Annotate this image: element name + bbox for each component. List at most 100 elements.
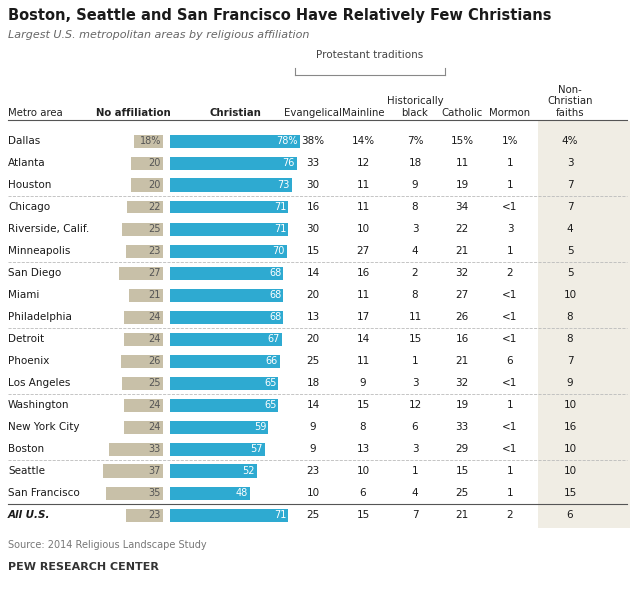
Text: 1: 1 <box>507 400 513 410</box>
Text: Los Angeles: Los Angeles <box>8 378 70 388</box>
Text: 32: 32 <box>455 268 469 278</box>
Bar <box>170 508 288 521</box>
Bar <box>106 487 163 499</box>
Text: 26: 26 <box>149 356 161 366</box>
Text: 1: 1 <box>411 466 418 476</box>
Text: 8: 8 <box>566 334 573 344</box>
Bar <box>170 376 278 389</box>
Bar <box>123 223 163 236</box>
Text: Largest U.S. metropolitan areas by religious affiliation: Largest U.S. metropolitan areas by relig… <box>8 30 309 40</box>
Text: 38%: 38% <box>302 136 324 146</box>
Text: 25: 25 <box>306 510 319 520</box>
Text: 24: 24 <box>149 334 161 344</box>
Text: 14: 14 <box>356 334 370 344</box>
Text: 19: 19 <box>455 400 469 410</box>
Text: 10: 10 <box>563 466 577 476</box>
Text: 4: 4 <box>411 488 418 498</box>
Text: Chicago: Chicago <box>8 202 50 212</box>
Text: 14%: 14% <box>351 136 375 146</box>
Text: Atlanta: Atlanta <box>8 158 46 168</box>
Text: Christian: Christian <box>209 108 261 118</box>
Bar <box>170 266 283 280</box>
Text: Miami: Miami <box>8 290 39 300</box>
Text: 71: 71 <box>274 202 286 212</box>
Bar <box>131 157 163 170</box>
Text: Boston, Seattle and San Francisco Have Relatively Few Christians: Boston, Seattle and San Francisco Have R… <box>8 8 552 23</box>
Bar <box>170 333 282 346</box>
Text: 10: 10 <box>563 400 577 410</box>
Bar <box>170 399 278 412</box>
Bar <box>538 121 630 528</box>
Text: 6: 6 <box>566 510 573 520</box>
Text: 71: 71 <box>274 224 286 234</box>
Text: 1: 1 <box>507 180 513 190</box>
Text: 9: 9 <box>359 378 366 388</box>
Text: 30: 30 <box>307 224 319 234</box>
Text: 15: 15 <box>408 334 422 344</box>
Bar <box>124 333 163 346</box>
Bar <box>126 244 163 257</box>
Text: 15: 15 <box>455 466 469 476</box>
Text: 27: 27 <box>356 246 370 256</box>
Text: 4: 4 <box>566 224 573 234</box>
Text: 1: 1 <box>507 466 513 476</box>
Text: 14: 14 <box>306 400 319 410</box>
Text: PEW RESEARCH CENTER: PEW RESEARCH CENTER <box>8 562 159 572</box>
Text: Catholic: Catholic <box>441 108 483 118</box>
Text: <1: <1 <box>502 444 518 454</box>
Bar <box>170 244 286 257</box>
Text: 18: 18 <box>408 158 422 168</box>
Text: 67: 67 <box>267 334 279 344</box>
Text: 3: 3 <box>411 378 418 388</box>
Text: 10: 10 <box>307 488 319 498</box>
Text: San Francisco: San Francisco <box>8 488 80 498</box>
Text: 10: 10 <box>356 466 370 476</box>
Text: 11: 11 <box>356 356 370 366</box>
Text: 7: 7 <box>566 180 573 190</box>
Text: 7: 7 <box>411 510 418 520</box>
Bar <box>170 421 269 434</box>
Text: 9: 9 <box>411 180 418 190</box>
Text: 1: 1 <box>507 488 513 498</box>
Text: <1: <1 <box>502 378 518 388</box>
Text: 1: 1 <box>507 246 513 256</box>
Text: 13: 13 <box>356 444 370 454</box>
Bar <box>131 178 163 191</box>
Text: 9: 9 <box>310 444 316 454</box>
Text: 76: 76 <box>283 158 295 168</box>
Text: San Diego: San Diego <box>8 268 61 278</box>
Text: Riverside, Calif.: Riverside, Calif. <box>8 224 90 234</box>
Text: 16: 16 <box>563 422 577 432</box>
Text: 5: 5 <box>566 268 573 278</box>
Bar <box>170 465 257 478</box>
Text: 65: 65 <box>264 400 276 410</box>
Text: 3: 3 <box>566 158 573 168</box>
Text: 9: 9 <box>310 422 316 432</box>
Bar <box>109 442 163 455</box>
Text: <1: <1 <box>502 422 518 432</box>
Text: 10: 10 <box>563 444 577 454</box>
Bar <box>126 508 163 521</box>
Text: 26: 26 <box>455 312 469 322</box>
Text: 18: 18 <box>306 378 319 388</box>
Text: Seattle: Seattle <box>8 466 45 476</box>
Text: Protestant traditions: Protestant traditions <box>316 50 424 60</box>
Text: 25: 25 <box>149 224 161 234</box>
Text: 52: 52 <box>242 466 255 476</box>
Text: 15: 15 <box>356 400 370 410</box>
Text: 1: 1 <box>507 158 513 168</box>
Text: 13: 13 <box>306 312 319 322</box>
Text: 78%: 78% <box>276 136 298 146</box>
Text: 3: 3 <box>411 444 418 454</box>
Text: All U.S.: All U.S. <box>8 510 51 520</box>
Text: Philadelphia: Philadelphia <box>8 312 72 322</box>
Text: 33: 33 <box>306 158 319 168</box>
Text: 15: 15 <box>356 510 370 520</box>
Text: 22: 22 <box>455 224 469 234</box>
Text: 66: 66 <box>266 356 278 366</box>
Text: 6: 6 <box>507 356 513 366</box>
Text: 25: 25 <box>306 356 319 366</box>
Text: Non-
Christian
faiths: Non- Christian faiths <box>547 85 592 118</box>
Text: 73: 73 <box>277 180 290 190</box>
Text: 68: 68 <box>269 268 281 278</box>
